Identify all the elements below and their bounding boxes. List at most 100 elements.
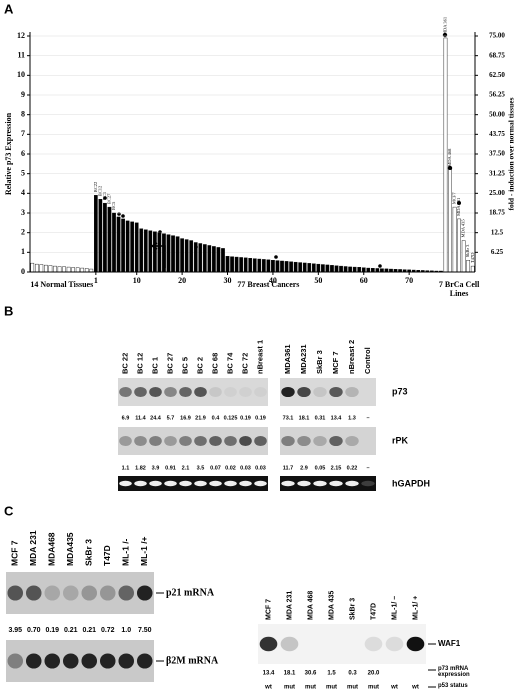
bar-label: MCF7: [452, 192, 457, 205]
gel-band: [329, 386, 343, 398]
x-tick-label: 70: [405, 276, 413, 285]
bar: [271, 260, 275, 273]
gel-band: [119, 386, 132, 398]
bar: [198, 243, 203, 273]
lane-label: nBreast 1: [255, 340, 264, 374]
value-label: 0.02: [225, 465, 236, 471]
gel-band: [44, 585, 61, 601]
bar-label: MDA 231: [456, 198, 461, 216]
y-tick-label: 8: [21, 109, 25, 118]
y2-tick-label: 12.5: [491, 228, 504, 236]
gel-band: [239, 435, 252, 447]
bar: [71, 267, 75, 273]
gel-band: [149, 435, 162, 447]
bar: [448, 169, 452, 273]
value-label: 0.31: [315, 415, 326, 421]
y-tick-label: 7: [21, 129, 25, 138]
value-label: wt: [390, 685, 398, 691]
value-label: 2.1: [182, 465, 190, 471]
gel-band: [209, 480, 222, 487]
bar: [280, 260, 284, 273]
gel-band: [134, 435, 147, 447]
bar: [221, 248, 225, 273]
value-label: 7.50: [138, 627, 152, 634]
bar: [44, 264, 48, 273]
lane-label: ML-1 /-: [121, 538, 131, 566]
bar: [180, 238, 184, 273]
row-label: hGAPDH: [392, 478, 430, 488]
lane-label: BC 74: [225, 352, 234, 374]
y-tick-label: 11: [17, 50, 25, 59]
bar: [252, 258, 257, 273]
bar-label: MDA 361: [443, 17, 448, 35]
panel-label: B: [4, 303, 13, 318]
bar: [98, 199, 103, 273]
bar: [189, 240, 194, 273]
bar: [298, 262, 303, 273]
gel-band: [164, 480, 177, 487]
value-label: 73.1: [283, 415, 294, 421]
group-label: 14 Normal Tissues: [30, 280, 94, 289]
lane-label: MDA 468: [307, 591, 314, 620]
bar: [325, 264, 330, 273]
gel-band: [209, 435, 222, 447]
lane-label: MCF 7: [265, 599, 272, 620]
gel-band: [179, 435, 192, 447]
gel-band: [164, 386, 177, 398]
lane-label: ML-1/ –: [391, 596, 398, 620]
lane-label: MDA468: [47, 532, 57, 566]
gel-band: [118, 653, 135, 669]
y2-tick-label: 25.00: [489, 189, 505, 197]
bar: [348, 266, 352, 273]
gel-band: [254, 386, 267, 398]
gel-band: [62, 585, 79, 601]
lane-label: MDA361: [283, 344, 292, 374]
gel-band: [119, 480, 132, 487]
gel-band: [81, 585, 98, 601]
bar: [107, 206, 112, 273]
bar: [284, 261, 289, 273]
bar: [62, 266, 66, 273]
gel-band: [194, 386, 207, 398]
value-label: 0.07: [210, 465, 221, 471]
bar: [262, 259, 266, 273]
value-label: 1.3: [348, 415, 356, 421]
gel-band: [25, 653, 42, 669]
lane-label: MDA435: [65, 532, 75, 566]
bar: [239, 257, 243, 273]
bar: [116, 216, 121, 273]
bar: [121, 218, 125, 273]
y-tick-label: 10: [17, 70, 25, 79]
bar: [470, 265, 475, 273]
x-tick-label: 60: [360, 276, 368, 285]
value-label: wt: [411, 685, 419, 691]
value-label: 2.9: [300, 465, 308, 471]
lane-label: nBreast 2: [347, 340, 356, 374]
value-label: 30.6: [305, 671, 317, 677]
gel-band: [119, 435, 132, 447]
y-tick-label: 12: [17, 31, 25, 40]
bar: [339, 265, 343, 273]
value-label: 16.9: [180, 415, 191, 421]
gel-band: [25, 585, 42, 601]
gel-band: [224, 386, 237, 398]
y-tick-label: 2: [21, 227, 25, 236]
gel-band: [297, 480, 311, 487]
lane-label: BC 2: [195, 357, 204, 374]
lane-label: BC 5: [180, 357, 189, 374]
value-label: mut: [326, 685, 337, 691]
bar: [184, 239, 189, 273]
bar: [171, 235, 175, 273]
value-label: 11.7: [283, 465, 293, 471]
bar: [357, 267, 362, 273]
value-label: wt: [264, 685, 272, 691]
lane-label: SkBr 3: [84, 539, 94, 566]
blot: [258, 624, 426, 664]
bar-label: BC1: [102, 192, 107, 200]
gel-band: [254, 480, 267, 487]
gel-band: [7, 653, 24, 669]
lane-label: SkBr 3: [349, 598, 356, 620]
lane-label: MCF 7: [10, 540, 20, 566]
bar-label: BC5: [111, 201, 116, 210]
